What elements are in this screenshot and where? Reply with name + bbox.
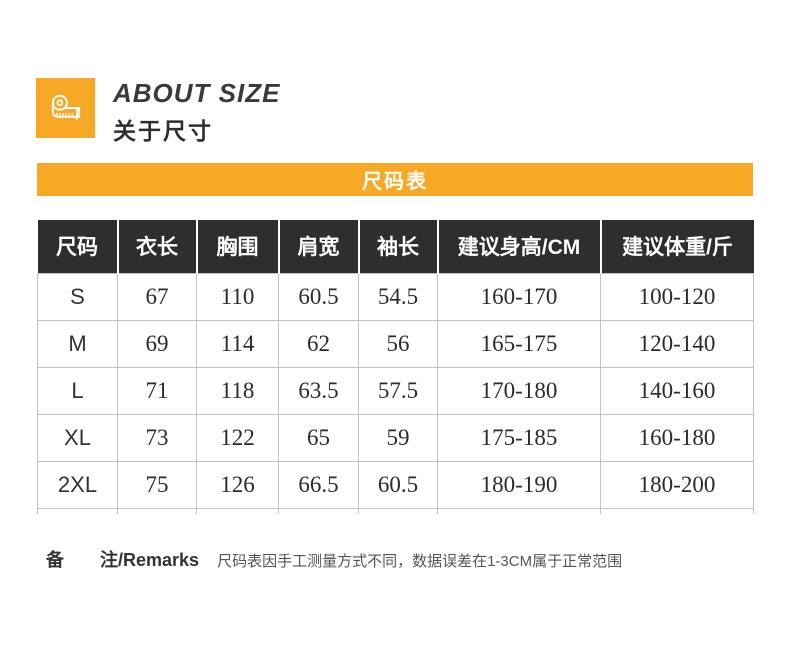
measurement-cell: 56 (358, 319, 438, 368)
column-header: 衣长 (116, 220, 197, 273)
column-header: 肩宽 (277, 220, 359, 273)
measuring-tape-icon (36, 78, 95, 138)
cropped-row-stub-cell (358, 508, 438, 514)
measurement-cell: 140-160 (600, 366, 754, 415)
remarks-label-first: 备 (46, 550, 64, 570)
size-chart-banner-label: 尺码表 (362, 171, 428, 193)
measurement-cell: 57.5 (358, 366, 438, 415)
measurement-cell: 160-180 (600, 413, 754, 462)
measurement-cell: 75 (117, 460, 197, 509)
measurement-cell: 67 (117, 272, 197, 321)
cropped-row-stub-cell (600, 508, 754, 514)
size-table-header: 尺码 衣长 胸围 肩宽 袖长 建议身高/CM 建议体重/斤 (37, 220, 754, 273)
measurement-cell: 120-140 (600, 319, 754, 368)
remarks-label-second: 注/Remarks (100, 550, 200, 570)
about-size-titles: ABOUT SIZE 关于尺寸 (113, 78, 280, 146)
column-header: 胸围 (195, 220, 279, 273)
measurement-cell: 62 (278, 319, 359, 368)
size-table: 尺码 衣长 胸围 肩宽 袖长 建议身高/CM 建议体重/斤 S 67 110 60.5 54.5 16… (37, 220, 754, 514)
measurement-cell: 54.5 (358, 272, 438, 321)
measurement-cell: 66.5 (278, 460, 359, 509)
size-label-cell: 2XL (37, 460, 118, 509)
measurement-cell: 71 (117, 366, 197, 415)
cropped-row-stub (37, 508, 754, 514)
table-row: 2XL 75 126 66.5 60.5 180-190 180-200 (37, 460, 754, 509)
measurement-cell: 180-200 (600, 460, 754, 509)
cropped-row-stub-cell (196, 508, 279, 514)
page-subtitle: 关于尺寸 (113, 117, 213, 144)
measurement-cell: 110 (196, 272, 279, 321)
page-title: ABOUT SIZE (113, 78, 281, 108)
table-row: M 69 114 62 56 165-175 120-140 (37, 319, 754, 368)
measurement-cell: 122 (196, 413, 279, 462)
measurement-cell: 160-170 (437, 272, 601, 321)
measurement-cell: 180-190 (437, 460, 601, 509)
about-size-header: ABOUT SIZE 关于尺寸 (36, 78, 280, 146)
column-header: 建议身高/CM (436, 220, 601, 273)
size-label-cell: S (37, 272, 118, 321)
table-row: S 67 110 60.5 54.5 160-170 100-120 (37, 272, 754, 321)
size-label-cell: M (37, 319, 118, 368)
size-chart-banner: 尺码表 (37, 163, 753, 196)
size-table-body: S 67 110 60.5 54.5 160-170 100-120 M 69 114 62 56 16… (37, 272, 754, 514)
measurement-cell: 126 (196, 460, 279, 509)
column-header: 尺码 (37, 220, 118, 273)
measurement-cell: 59 (358, 413, 438, 462)
measurement-cell: 65 (278, 413, 359, 462)
table-row: L 71 118 63.5 57.5 170-180 140-160 (37, 366, 754, 415)
cropped-row-stub-cell (37, 508, 118, 514)
size-label-cell: XL (37, 413, 118, 462)
measurement-cell: 63.5 (278, 366, 359, 415)
header-row: 尺码 衣长 胸围 肩宽 袖长 建议身高/CM 建议体重/斤 (37, 220, 754, 273)
cropped-row-stub-cell (437, 508, 601, 514)
cropped-row-stub-cell (278, 508, 359, 514)
measurement-cell: 118 (196, 366, 279, 415)
measurement-cell: 69 (117, 319, 197, 368)
measurement-cell: 175-185 (437, 413, 601, 462)
remarks-text: 尺码表因手工测量方式不同，数据误差在1-3CM属于正常范围 (217, 553, 623, 570)
measurement-cell: 60.5 (278, 272, 359, 321)
cropped-row-stub-cell (117, 508, 197, 514)
size-label-cell: L (37, 366, 118, 415)
measurement-cell: 170-180 (437, 366, 601, 415)
measurement-cell: 165-175 (437, 319, 601, 368)
column-header: 建议体重/斤 (599, 220, 754, 273)
measurement-cell: 114 (196, 319, 279, 368)
column-header: 袖长 (357, 220, 438, 273)
remarks-row: 备 注/Remarks 尺码表因手工测量方式不同，数据误差在1-3CM属于正常范… (46, 546, 753, 572)
measurement-cell: 73 (117, 413, 197, 462)
measurement-cell: 60.5 (358, 460, 438, 509)
measurement-cell: 100-120 (600, 272, 754, 321)
table-row: XL 73 122 65 59 175-185 160-180 (37, 413, 754, 462)
